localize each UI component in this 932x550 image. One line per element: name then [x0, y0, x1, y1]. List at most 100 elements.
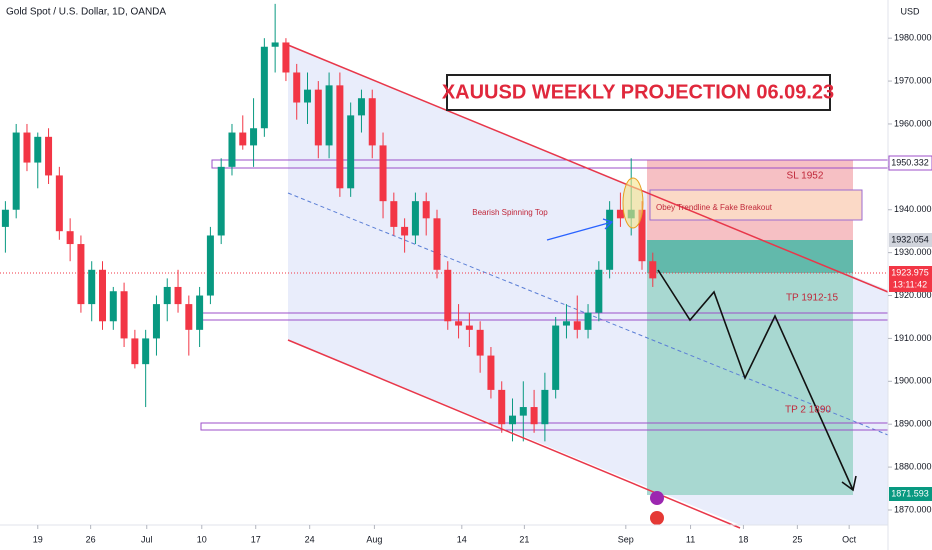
y-tick-label: 1960.000 — [894, 118, 932, 128]
candle-body — [584, 312, 592, 330]
x-tick-label: 26 — [86, 534, 96, 544]
candle-body — [250, 128, 258, 146]
note-label: Obey Trendline & Fake Breakout — [656, 203, 773, 212]
channel-top — [287, 44, 889, 293]
candle-body — [357, 98, 365, 116]
candle-body — [573, 321, 581, 330]
target-tag — [889, 487, 932, 501]
event-icon[interactable] — [650, 491, 664, 505]
candle-body — [228, 132, 236, 167]
candle-body — [595, 269, 603, 313]
candle-body — [77, 244, 85, 305]
projection-arrowhead — [841, 475, 857, 492]
candle-body — [606, 209, 614, 270]
highlight — [622, 177, 644, 229]
candle-body — [174, 286, 182, 305]
profit-zone — [647, 273, 853, 495]
candle-body — [23, 132, 31, 163]
x-tick-label: 21 — [519, 534, 529, 544]
candle-body — [541, 389, 549, 425]
tp2-label: TP 2 1890 — [785, 405, 831, 416]
channel-bottom — [287, 339, 741, 529]
target-price: 1871.593 — [891, 488, 929, 498]
y-tick-label: 1890.000 — [894, 419, 932, 429]
pointer-arrow — [546, 221, 613, 241]
currency: USD — [900, 6, 920, 16]
last-price: 1923.975 — [891, 267, 929, 277]
candle-body — [206, 235, 214, 296]
last-tag — [889, 266, 932, 292]
candle-body — [433, 218, 441, 270]
candle-body — [347, 115, 355, 189]
x-tick-label: Jul — [141, 534, 153, 544]
candle-body — [282, 42, 290, 73]
candle-body — [12, 132, 20, 210]
x-tick-label: Sep — [618, 534, 634, 544]
y-tick-label: 1910.000 — [894, 333, 932, 343]
candle-body — [120, 291, 128, 339]
projection-path — [657, 269, 854, 491]
candle-body — [88, 269, 96, 305]
resistance-price: 1950.332 — [891, 157, 929, 167]
tp1-label: TP 1912-15 — [786, 293, 839, 304]
y-tick-label: 1870.000 — [894, 504, 932, 514]
candle-body — [152, 304, 160, 339]
candle-body — [638, 209, 646, 262]
candles — [1, 3, 657, 442]
candle-body — [293, 72, 301, 103]
projection-title: XAUUSD WEEKLY PROJECTION 06.09.23 — [442, 81, 834, 103]
candle-body — [519, 407, 527, 416]
candle-body — [260, 46, 268, 129]
candle-body — [487, 355, 495, 390]
x-tick-label: Aug — [366, 534, 382, 544]
x-tick-label: 14 — [457, 534, 467, 544]
stop-price: 1932.054 — [891, 234, 929, 244]
candle-body — [196, 295, 204, 330]
symbol-title: Gold Spot / U.S. Dollar, 1D, OANDA — [6, 7, 166, 18]
x-tick-label: 25 — [792, 534, 802, 544]
x-tick-label: 10 — [197, 534, 207, 544]
y-tick-label: 1880.000 — [894, 461, 932, 471]
candle-body — [476, 329, 484, 356]
candle-body — [304, 89, 312, 103]
candle-body — [390, 201, 398, 227]
candle-body — [271, 42, 279, 47]
x-tick-label: 11 — [686, 534, 695, 544]
candle-body — [239, 132, 247, 146]
candle-body — [616, 209, 624, 219]
y-tick-label: 1980.000 — [894, 33, 932, 43]
candle-body — [379, 145, 387, 202]
candle-body — [401, 226, 409, 236]
flag-icon[interactable] — [650, 511, 664, 525]
profit-zone-near — [647, 240, 853, 273]
candle-body — [99, 269, 107, 322]
candle-body — [109, 291, 117, 322]
candle-body — [131, 338, 139, 365]
candle-body — [325, 85, 333, 146]
candle-body — [649, 261, 657, 279]
sl-label: SL 1952 — [787, 171, 824, 182]
x-tick-label: 24 — [305, 534, 315, 544]
x-tick-label: 19 — [33, 534, 43, 544]
candle-body — [314, 89, 322, 146]
x-tick-label: 17 — [251, 534, 261, 544]
y-tick-label: 1900.000 — [894, 376, 932, 386]
candle-body — [34, 136, 42, 163]
countdown: 13:11:42 — [893, 279, 927, 289]
candle-body — [45, 136, 53, 176]
candle-body — [465, 325, 473, 330]
candle-body — [422, 201, 430, 219]
pattern-label: Bearish Spinning Top — [472, 208, 548, 217]
x-tick-label: Oct — [842, 534, 857, 544]
y-tick-label: 1930.000 — [894, 247, 932, 257]
y-tick-label: 1940.000 — [894, 204, 932, 214]
candle-body — [336, 85, 344, 189]
candle-body — [509, 415, 517, 425]
x-tick-label: 18 — [738, 534, 748, 544]
y-tick-label: 1970.000 — [894, 75, 932, 85]
candle-body — [411, 201, 419, 236]
candle-body — [368, 98, 376, 146]
candle-body — [185, 304, 193, 330]
candle-body — [55, 175, 63, 232]
